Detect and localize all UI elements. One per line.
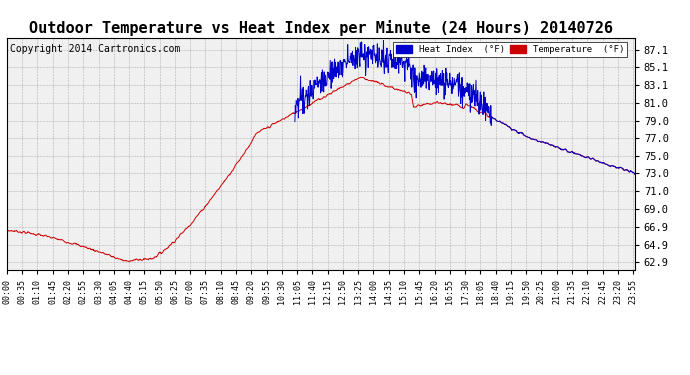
Text: Copyright 2014 Cartronics.com: Copyright 2014 Cartronics.com xyxy=(10,45,180,54)
Legend: Heat Index  (°F), Temperature  (°F): Heat Index (°F), Temperature (°F) xyxy=(393,42,627,57)
Title: Outdoor Temperature vs Heat Index per Minute (24 Hours) 20140726: Outdoor Temperature vs Heat Index per Mi… xyxy=(29,20,613,36)
